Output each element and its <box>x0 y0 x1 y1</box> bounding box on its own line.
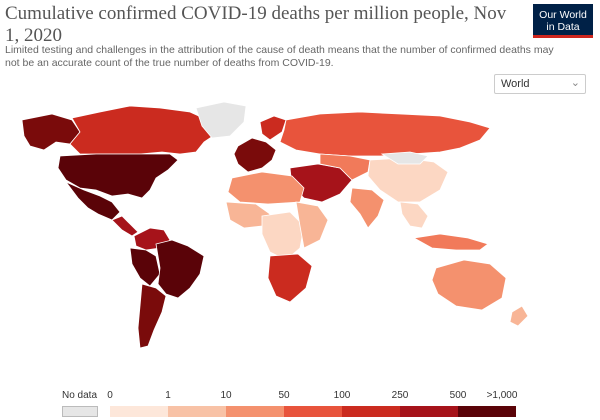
logo-accent-bar <box>533 35 593 38</box>
region-australia[interactable] <box>431 259 507 311</box>
region-select[interactable]: World ⌄ <box>494 74 586 94</box>
legend-tick-label: 250 <box>391 390 409 401</box>
logo-line-1: Our World <box>539 9 587 21</box>
legend-bin[interactable] <box>226 406 284 417</box>
legend-bin[interactable] <box>458 406 516 417</box>
owid-logo[interactable]: Our World in Data <box>533 4 593 38</box>
region-mexico[interactable] <box>64 181 121 221</box>
region-peru-bolivia[interactable] <box>129 247 161 287</box>
chart-subtitle: Limited testing and challenges in the at… <box>5 44 554 69</box>
region-china[interactable] <box>367 157 449 203</box>
region-western-europe[interactable] <box>233 137 277 173</box>
legend-tick-label: 1 <box>165 390 171 401</box>
world-map-svg <box>21 101 529 349</box>
legend-tick-label: 0 <box>107 390 113 401</box>
legend-tick-label: 100 <box>333 390 351 401</box>
region-brazil[interactable] <box>155 239 205 299</box>
chart-title: Cumulative confirmed COVID-19 deaths per… <box>5 3 507 46</box>
legend-tick-label: 500 <box>449 390 467 401</box>
region-scandinavia[interactable] <box>259 115 287 141</box>
legend-no-data-label: No data <box>62 390 98 401</box>
region-new-zealand[interactable] <box>509 305 529 327</box>
legend-tick-label: 10 <box>220 390 232 401</box>
region-canada[interactable] <box>69 105 217 155</box>
legend-tick-label: >1,000 <box>486 390 518 401</box>
legend-bin[interactable] <box>400 406 458 417</box>
region-alaska[interactable] <box>21 113 81 151</box>
region-east-africa[interactable] <box>295 201 329 249</box>
legend-no-data-swatch[interactable] <box>62 406 98 417</box>
region-select-value: World <box>501 78 530 90</box>
chevron-down-icon: ⌄ <box>570 77 580 89</box>
region-chile-argentina[interactable] <box>137 283 167 349</box>
logo-line-2: in Data <box>546 21 580 33</box>
region-indonesia[interactable] <box>412 233 489 251</box>
region-mongolia[interactable] <box>380 151 429 165</box>
legend-bin[interactable] <box>342 406 400 417</box>
region-southeast-asia[interactable] <box>399 201 429 229</box>
legend-tick-label: 50 <box>278 390 290 401</box>
legend-bin[interactable] <box>110 406 168 417</box>
world-map <box>0 98 600 378</box>
legend-bin[interactable] <box>168 406 226 417</box>
region-united-states[interactable] <box>57 153 179 199</box>
region-central-america[interactable] <box>111 215 139 237</box>
region-central-asia[interactable] <box>319 153 371 181</box>
region-north-africa[interactable] <box>227 171 305 205</box>
region-russia[interactable] <box>279 111 491 157</box>
region-greenland[interactable] <box>195 101 247 139</box>
region-central-africa[interactable] <box>261 211 305 261</box>
map-legend: No data 0 1 10 50 100 250 500 >1,000 <box>0 386 600 420</box>
legend-bin[interactable] <box>284 406 342 417</box>
region-india[interactable] <box>349 187 385 229</box>
region-southern-africa[interactable] <box>267 253 313 303</box>
